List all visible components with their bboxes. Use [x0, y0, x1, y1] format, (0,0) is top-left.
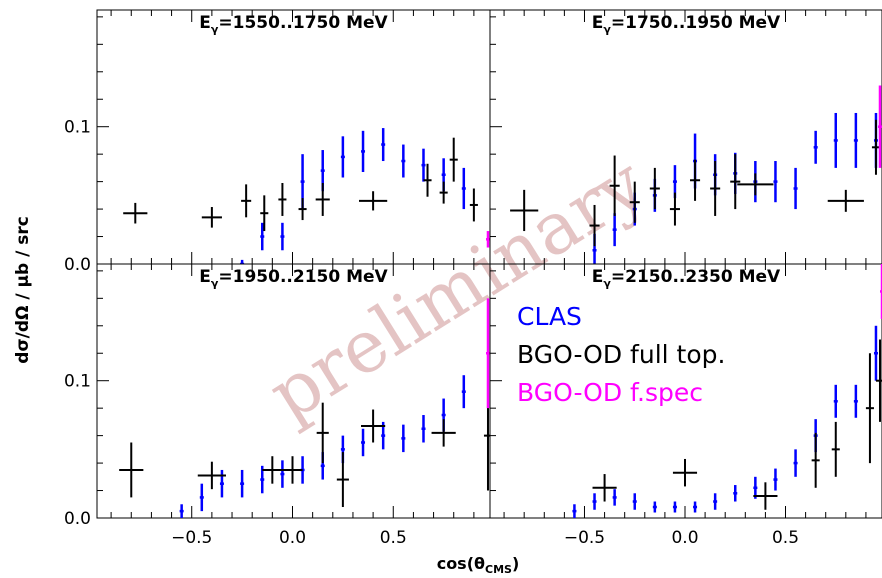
panel-frame [96, 9, 491, 265]
y-tick-label: 0.1 [64, 372, 91, 392]
panel-data [510, 85, 882, 264]
panel-title: Eγ=1550..1750 MeV [199, 13, 388, 36]
x-axis-label: cos(θCMS) [437, 554, 520, 576]
panel-title: Eγ=2150..2350 MeV [592, 267, 781, 290]
panel-3: 0.0 0.1 −0.5 0.0 0.5 Eγ=1950..2150 MeV [64, 263, 491, 548]
panel-data [119, 298, 490, 518]
panels-group: 0.0 0.1 Eγ=1550..1750 MeV Eγ=1750..1950 MeV… [64, 9, 882, 548]
legend-entry-clas: CLAS [517, 302, 582, 331]
panel-title: Eγ=1750..1950 MeV [592, 13, 781, 36]
y-tick-label: 0.0 [64, 509, 91, 529]
x-tick-label: 0.0 [671, 528, 698, 548]
panel-2: Eγ=1750..1950 MeV [489, 9, 882, 265]
legend-entry-bgood-full-top: BGO-OD full top. [517, 340, 725, 369]
x-tick-label: −0.5 [171, 528, 212, 548]
x-tick-label: 0.0 [279, 528, 306, 548]
legend-entry-bgood-fspec: BGO-OD f.spec [517, 378, 703, 407]
x-tick-label: 0.5 [772, 528, 799, 548]
panel-title: Eγ=1950..2150 MeV [199, 267, 388, 290]
panel-data [123, 128, 490, 264]
y-axis-label: dσ/dΩ / μb / src [13, 216, 33, 364]
x-tick-label: −0.5 [564, 528, 605, 548]
y-tick-label: 0.1 [64, 118, 91, 138]
y-tick-label: 0.0 [64, 255, 91, 275]
x-tick-label: 0.5 [380, 528, 407, 548]
panel-data [572, 264, 882, 518]
legend: CLAS BGO-OD full top. BGO-OD f.spec [517, 302, 725, 407]
panel-frame [489, 263, 882, 519]
panel-4: −0.5 0.0 0.5 Eγ=2150..2350 MeV [489, 263, 882, 548]
panel-1: 0.0 0.1 Eγ=1550..1750 MeV [64, 9, 491, 275]
